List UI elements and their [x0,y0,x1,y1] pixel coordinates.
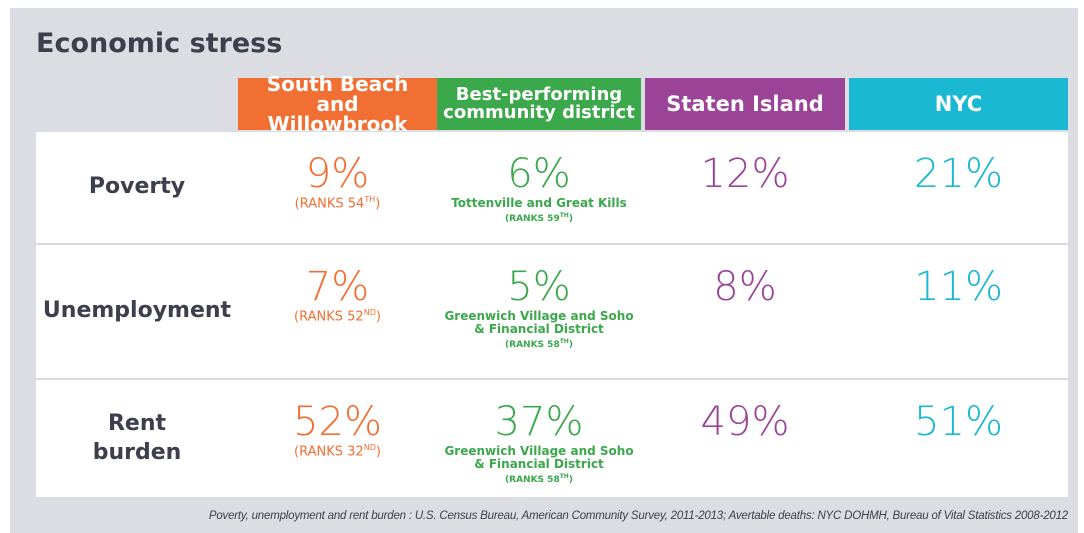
cell-value: 37% [494,399,584,445]
rank-part: TH [364,195,376,204]
column-header: NYC [849,78,1068,130]
cell: 9% (RANKS 54TH) [238,154,437,211]
cell-value: 21% [914,151,1003,197]
row-label: Rent burden [36,380,238,497]
rank-part: ) [375,444,381,460]
row-divider [36,378,1068,380]
cell-value: 6% [507,151,571,197]
cell-note: Greenwich Village and Soho & Financial D… [444,309,634,337]
cell: 11% [849,267,1068,307]
cell-value: 12% [700,151,790,197]
row-label-text: Poverty [88,174,186,200]
table-body [36,132,1068,497]
row-label-text: Rent burden [92,410,182,465]
cell-value: 51% [914,399,1003,445]
row-divider [36,243,1068,245]
rank-part: (RANKS 58 [505,340,560,351]
rank-part: ) [375,196,381,212]
footnote: Poverty, unemployment and rent burden : … [208,510,1068,522]
rank-part: ) [568,475,573,486]
cell-rank: (RANKS 59TH) [437,212,641,224]
row-label-text: Unemployment [42,298,232,324]
cell-note: Greenwich Village and Soho & Financial D… [444,444,634,472]
cell: 52% (RANKS 32ND) [238,402,437,459]
cell: 5% Greenwich Village and Soho & Financial… [437,267,641,350]
rank-part: (RANKS 59 [505,214,560,225]
cell-value: 49% [700,399,790,445]
cell-rank: (RANKS 52ND) [238,308,437,324]
cell-value: 7% [305,264,370,310]
column-header: Best-performing community district [437,78,641,130]
cell: 6% Tottenville and Great Kills (RANKS 59TH… [437,154,641,224]
rank-part: (RANKS 54 [294,196,365,212]
rank-part: ) [375,309,381,325]
cell-rank: (RANKS 58TH) [437,473,641,485]
rank-part: ND [363,308,376,317]
row-label: Poverty [36,132,238,243]
cell-value: 5% [507,264,571,310]
rank-part: (RANKS 52 [294,309,364,325]
cell: 49% [645,402,845,442]
cell-value: 11% [914,264,1003,310]
rank-part: ND [363,443,376,452]
rank-part: TH [559,473,569,481]
rank-part: ) [568,214,573,225]
cell-rank: (RANKS 54TH) [238,195,437,211]
column-header: South Beach and Willowbrook [238,74,437,134]
cell: 12% [645,154,845,194]
cell: 8% [645,267,845,307]
cell-value: 52% [293,399,382,445]
cell: 51% [849,402,1068,442]
cell: 7% (RANKS 52ND) [238,267,437,324]
column-header: Staten Island [645,78,845,130]
cell-rank: (RANKS 58TH) [437,338,641,350]
cell-rank: (RANKS 32ND) [238,443,437,459]
cell: 21% [849,154,1068,194]
cell-note: Tottenville and Great Kills [451,196,627,210]
rank-part: (RANKS 58 [505,475,560,486]
title: Economic stress [36,28,283,59]
row-label: Unemployment [36,245,238,378]
rank-part: TH [559,212,569,220]
cell: 37% Greenwich Village and Soho & Financia… [437,402,641,485]
rank-part: ) [568,340,573,351]
cell-value: 9% [305,151,370,197]
rank-part: (RANKS 32 [294,444,364,460]
cell-value: 8% [713,264,777,310]
rank-part: TH [559,338,569,346]
